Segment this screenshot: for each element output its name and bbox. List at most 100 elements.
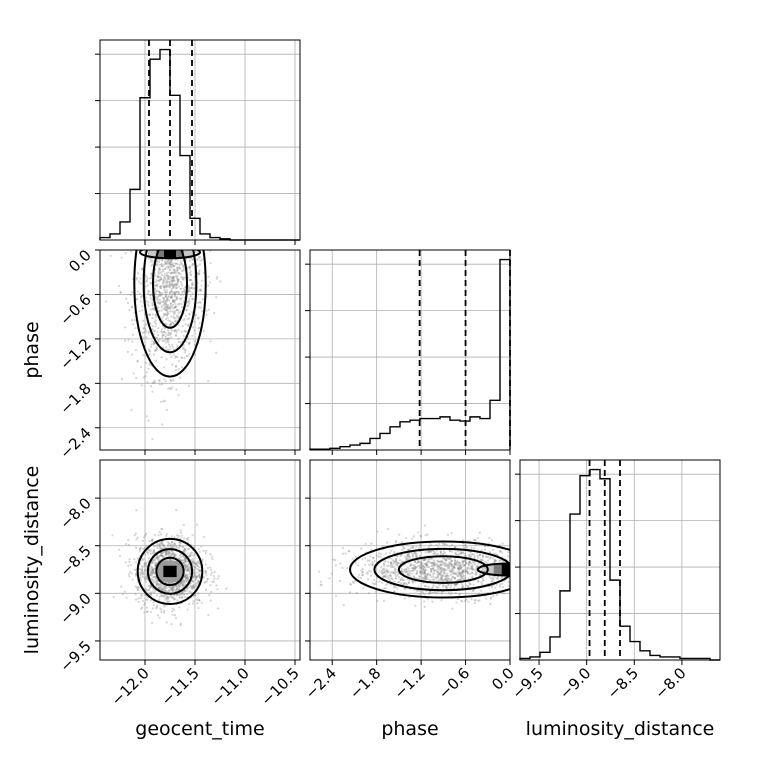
scatter-point: [168, 286, 171, 289]
scatter-point: [180, 291, 184, 294]
scatter-point: [450, 568, 453, 571]
scatter-point: [416, 571, 419, 574]
scatter-point: [177, 585, 180, 588]
scatter-point: [174, 553, 177, 557]
scatter-point: [443, 567, 446, 571]
scatter-point: [432, 567, 435, 570]
scatter-point: [462, 544, 465, 547]
scatter-point: [428, 574, 431, 577]
scatter-point: [128, 575, 131, 578]
scatter-point: [148, 573, 151, 576]
scatter-point: [150, 594, 153, 597]
scatter-point: [145, 246, 147, 248]
scatter-point: [152, 550, 156, 553]
scatter-point: [216, 577, 219, 580]
scatter-point: [163, 330, 166, 334]
scatter-point: [481, 554, 484, 557]
scatter-point: [410, 546, 413, 549]
scatter-point: [183, 318, 186, 321]
scatter-point: [161, 594, 164, 597]
scatter-point: [151, 538, 154, 541]
scatter-point: [409, 563, 412, 567]
scatter-point: [171, 237, 173, 239]
scatter-point: [172, 322, 175, 325]
scatter-point: [157, 333, 160, 337]
scatter-point: [198, 550, 201, 553]
scatter-point: [416, 565, 419, 568]
scatter-point: [150, 272, 153, 275]
scatter-point: [435, 553, 438, 556]
scatter-point: [188, 266, 191, 269]
scatter-point: [456, 570, 459, 574]
scatter-point: [165, 211, 167, 213]
scatter-point: [454, 545, 457, 549]
scatter-point: [188, 297, 191, 300]
scatter-point: [170, 379, 173, 383]
scatter-point: [205, 571, 208, 574]
scatter-point: [163, 399, 166, 402]
scatter-point: [174, 275, 177, 278]
scatter-point: [136, 587, 139, 590]
scatter-point: [453, 562, 456, 565]
scatter-point: [209, 247, 211, 249]
scatter-point: [166, 600, 169, 603]
scatter-point: [173, 291, 176, 294]
scatter-point: [197, 327, 200, 330]
scatter-point: [447, 574, 450, 578]
scatter-point: [120, 377, 123, 380]
scatter-point: [120, 256, 123, 259]
scatter-point: [159, 278, 163, 281]
scatter-point: [422, 572, 425, 575]
scatter-point: [164, 546, 168, 549]
contour-level: [476, 562, 510, 577]
scatter-point: [136, 557, 140, 560]
scatter-point: [184, 558, 187, 561]
scatter-point: [150, 258, 153, 261]
scatter-point: [477, 562, 480, 565]
scatter-point: [179, 585, 182, 588]
scatter-point: [188, 341, 191, 344]
scatter-point: [164, 581, 167, 584]
scatter-point: [186, 305, 189, 308]
scatter-point: [470, 546, 473, 549]
scatter-point: [441, 574, 444, 577]
scatter-point: [191, 563, 194, 566]
scatter-point: [438, 578, 441, 581]
scatter-point: [162, 550, 166, 553]
scatter-point: [161, 296, 164, 299]
scatter-point: [148, 586, 151, 590]
scatter-point: [445, 574, 448, 577]
scatter-point: [156, 306, 159, 310]
scatter-point: [147, 257, 150, 260]
scatter-point: [185, 180, 187, 182]
scatter-point: [165, 294, 168, 297]
scatter-point: [370, 548, 373, 552]
scatter-point: [181, 245, 183, 247]
scatter-point: [165, 358, 168, 361]
scatter-point: [170, 271, 173, 274]
scatter-point: [174, 291, 177, 294]
scatter-point: [143, 611, 146, 614]
scatter-point: [180, 593, 183, 596]
scatter-point: [422, 566, 425, 569]
scatter-point: [177, 233, 179, 235]
scatter-point: [454, 563, 457, 566]
x-tick-label: −0.6: [435, 664, 473, 702]
scatter-point: [166, 559, 169, 562]
scatter-point: [188, 591, 191, 594]
scatter-point: [389, 573, 392, 576]
scatter-point: [185, 576, 188, 580]
scatter-point: [177, 291, 181, 294]
scatter-point: [130, 409, 133, 412]
scatter-point: [386, 582, 389, 585]
scatter-point: [389, 579, 392, 582]
scatter-point: [458, 561, 462, 564]
scatter-point: [161, 304, 164, 307]
scatter-point: [449, 573, 452, 576]
scatter-point: [180, 297, 183, 300]
scatter-point: [192, 568, 195, 571]
scatter-point: [154, 284, 157, 287]
scatter-point: [400, 560, 403, 563]
scatter-point: [168, 216, 170, 218]
scatter-point: [158, 531, 161, 534]
